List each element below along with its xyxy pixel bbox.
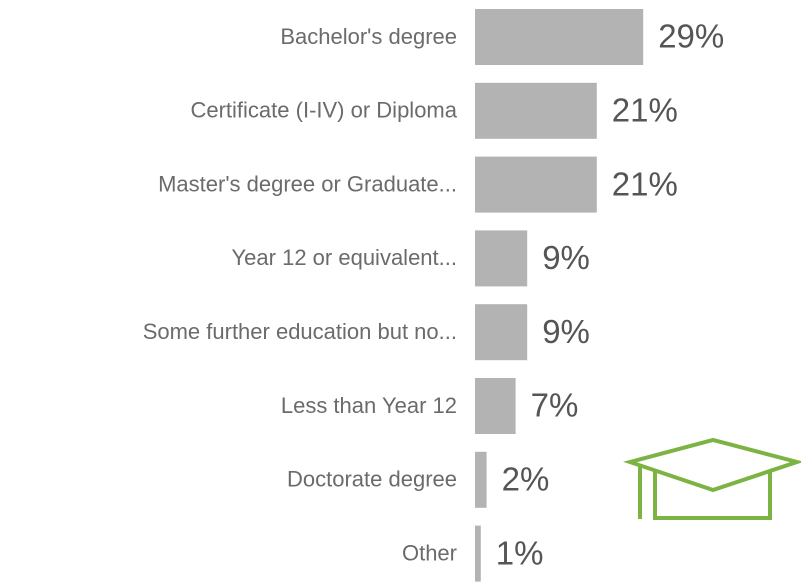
value-label: 7%: [531, 387, 579, 424]
value-label: 9%: [542, 239, 590, 276]
bar: [475, 525, 481, 582]
value-label: 29%: [658, 18, 724, 55]
value-label: 21%: [612, 165, 678, 202]
category-label: Less than Year 12: [281, 393, 457, 418]
bar: [475, 451, 487, 508]
category-label: Year 12 or equivalent...: [232, 245, 457, 270]
category-label: Bachelor's degree: [280, 24, 457, 49]
value-label: 2%: [502, 461, 550, 498]
bar: [475, 378, 516, 434]
category-label: Other: [402, 540, 457, 565]
graduation-cap-icon: [623, 437, 801, 520]
category-label: Some further education but no...: [143, 319, 457, 344]
bar: [475, 82, 597, 139]
bar: [475, 230, 528, 287]
bar: [475, 304, 528, 361]
bar: [475, 156, 597, 213]
cap-top: [623, 437, 801, 493]
category-label: Certificate (I-IV) or Diploma: [190, 98, 457, 123]
cap-base: [653, 470, 772, 520]
value-label: 21%: [612, 92, 678, 129]
category-label: Doctorate degree: [287, 467, 457, 492]
value-label: 1%: [496, 534, 544, 571]
value-label: 9%: [542, 313, 590, 350]
category-label: Master's degree or Graduate...: [158, 171, 457, 196]
bar: [475, 9, 644, 65]
